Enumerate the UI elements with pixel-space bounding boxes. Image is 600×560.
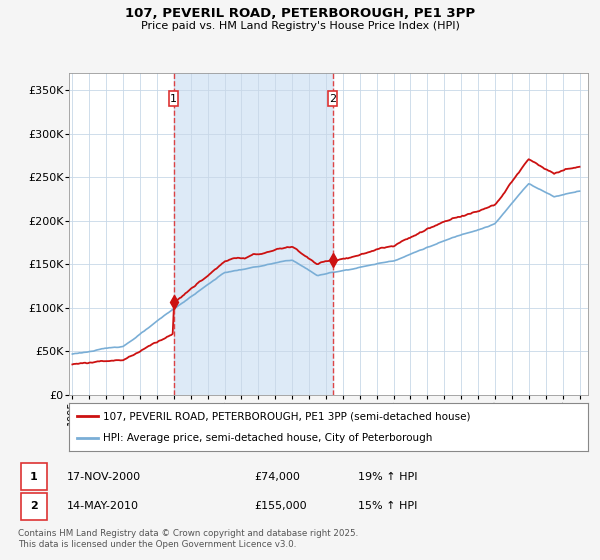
Text: 1: 1 [170, 94, 178, 104]
Text: HPI: Average price, semi-detached house, City of Peterborough: HPI: Average price, semi-detached house,… [103, 433, 432, 443]
Text: 19% ↑ HPI: 19% ↑ HPI [358, 472, 417, 482]
Text: 107, PEVERIL ROAD, PETERBOROUGH, PE1 3PP: 107, PEVERIL ROAD, PETERBOROUGH, PE1 3PP [125, 7, 475, 20]
Text: 15% ↑ HPI: 15% ↑ HPI [358, 501, 417, 511]
Bar [174, 73, 333, 395]
Text: £74,000: £74,000 [254, 472, 300, 482]
FancyBboxPatch shape [169, 91, 178, 106]
Text: 1: 1 [30, 472, 37, 482]
Text: 17-NOV-2000: 17-NOV-2000 [67, 472, 141, 482]
FancyBboxPatch shape [20, 493, 47, 520]
FancyBboxPatch shape [328, 91, 337, 106]
Text: Contains HM Land Registry data © Crown copyright and database right 2025.
This d: Contains HM Land Registry data © Crown c… [18, 529, 358, 549]
Text: 107, PEVERIL ROAD, PETERBOROUGH, PE1 3PP (semi-detached house): 107, PEVERIL ROAD, PETERBOROUGH, PE1 3PP… [103, 411, 470, 421]
Text: Price paid vs. HM Land Registry's House Price Index (HPI): Price paid vs. HM Land Registry's House … [140, 21, 460, 31]
Text: 2: 2 [30, 501, 37, 511]
Text: £155,000: £155,000 [254, 501, 307, 511]
Text: 14-MAY-2010: 14-MAY-2010 [67, 501, 139, 511]
FancyBboxPatch shape [20, 463, 47, 490]
Text: 2: 2 [329, 94, 336, 104]
